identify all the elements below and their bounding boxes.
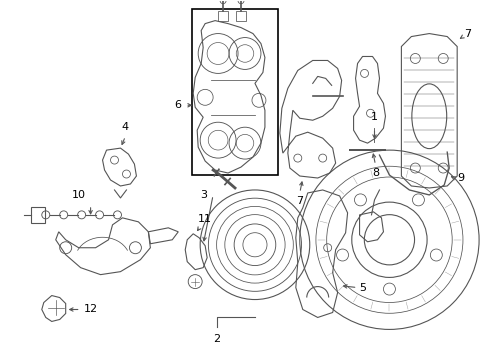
Text: 2: 2 <box>214 334 220 345</box>
Text: 3: 3 <box>200 190 207 200</box>
Text: 1: 1 <box>371 112 378 122</box>
Text: 6: 6 <box>174 100 181 110</box>
Text: 7: 7 <box>296 196 303 206</box>
Text: 9: 9 <box>457 173 465 183</box>
Text: 4: 4 <box>122 122 129 132</box>
Text: 8: 8 <box>372 168 379 178</box>
Bar <box>218 11 228 21</box>
Text: 10: 10 <box>72 190 86 200</box>
Text: 11: 11 <box>198 214 212 224</box>
Bar <box>236 11 246 21</box>
Text: 7: 7 <box>464 28 471 39</box>
Bar <box>31 207 45 223</box>
Text: 12: 12 <box>84 305 98 315</box>
Text: 5: 5 <box>360 283 367 293</box>
Bar <box>192 9 278 175</box>
